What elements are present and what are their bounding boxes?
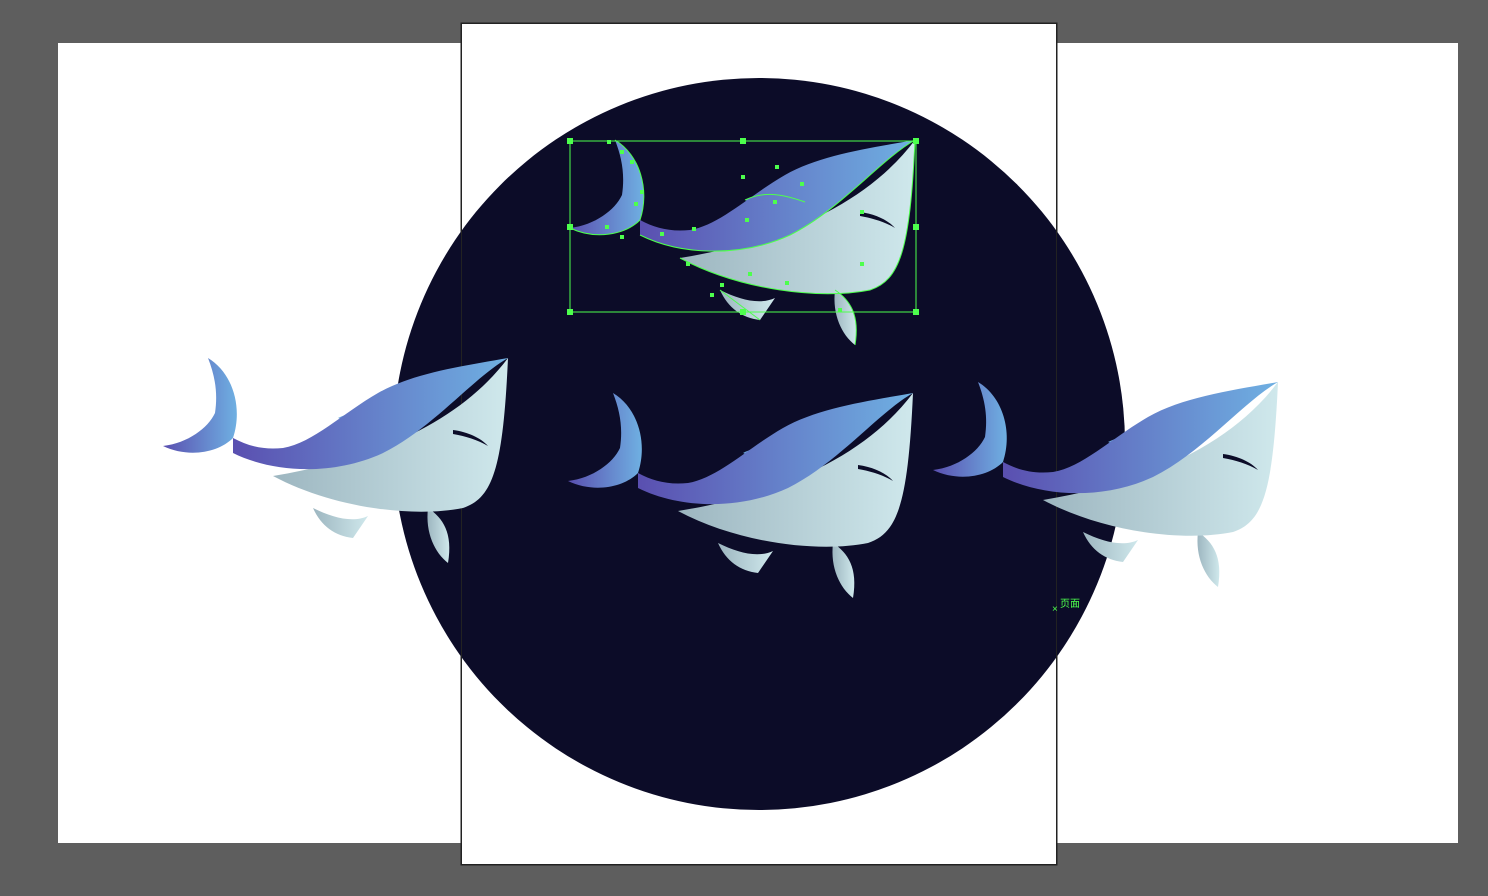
- path-outline: [569, 139, 916, 346]
- selection-handles[interactable]: [567, 138, 919, 315]
- page-label: 页面: [1060, 598, 1080, 610]
- anchor-points[interactable]: [605, 140, 864, 312]
- page-marker: ×: [1052, 604, 1058, 615]
